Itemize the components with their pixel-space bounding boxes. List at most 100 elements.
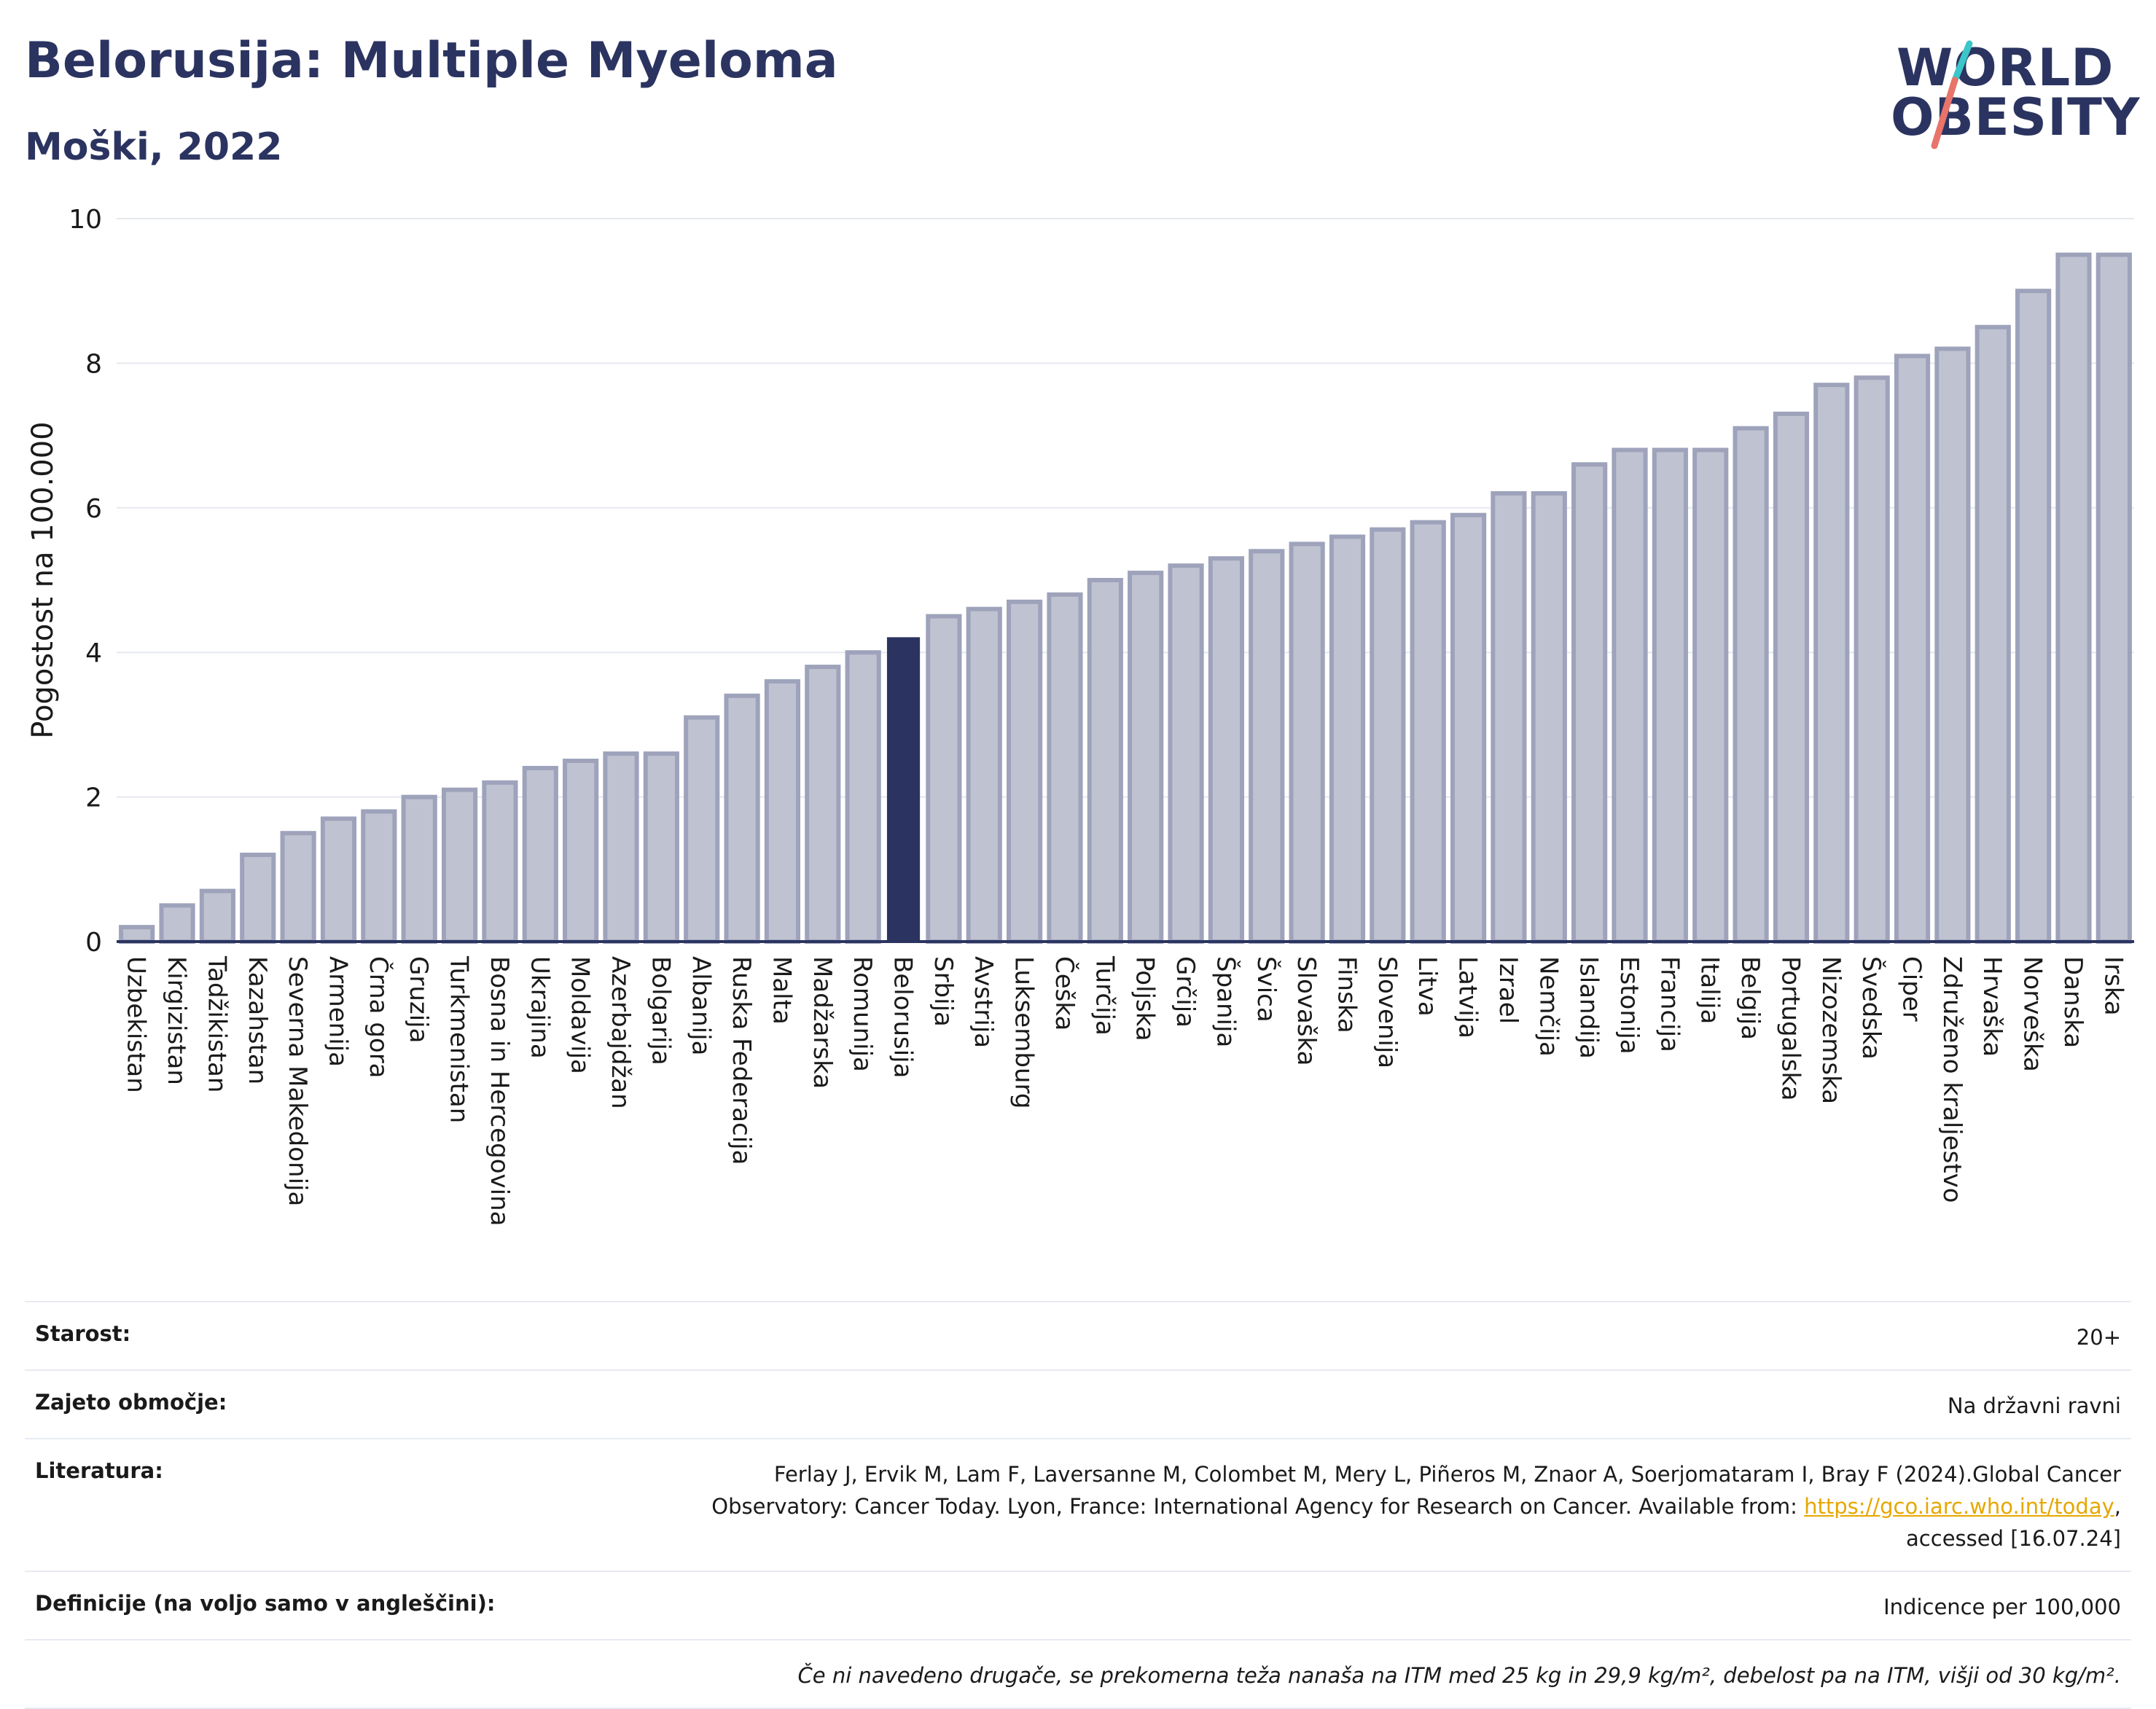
bar <box>199 888 235 944</box>
x-tick-label: Ruska Federacija <box>727 956 756 1165</box>
y-tick-label: 6 <box>85 494 102 524</box>
bar <box>603 751 639 945</box>
bar <box>1571 462 1608 944</box>
bar <box>1491 490 1527 944</box>
bar <box>1289 541 1325 944</box>
bar <box>522 765 558 944</box>
x-tick-label: Izrael <box>1493 956 1523 1024</box>
bar <box>1531 490 1567 944</box>
bar <box>1854 375 1890 944</box>
x-tick-label: Norveška <box>2018 956 2047 1072</box>
x-tick-label: Turčija <box>1090 955 1119 1036</box>
note-text: Če ni navedeno drugače, se prekomerna te… <box>797 1663 2121 1688</box>
area-value: Na državni ravni <box>1947 1393 2121 1418</box>
bar <box>926 614 962 944</box>
x-tick-label: Nemčija <box>1534 956 1563 1057</box>
y-tick-label: 0 <box>85 928 102 958</box>
bar <box>1208 556 1244 944</box>
bar <box>1249 549 1285 944</box>
bar <box>1934 346 1971 944</box>
x-tick-label: Finska <box>1332 956 1361 1033</box>
bar-highlight <box>886 637 921 942</box>
x-tick-label: Danska <box>2058 956 2087 1048</box>
bar <box>764 678 801 944</box>
x-tick-label: Srbija <box>929 956 958 1027</box>
x-tick-label: Španija <box>1211 956 1241 1047</box>
bar <box>1087 578 1123 944</box>
info-row-area: Zajeto območje: Na državni ravni <box>25 1369 2131 1438</box>
bar-chart: 0 2 4 6 8 10 Pogostost na 100.000 Uzbekistan Kir… <box>26 205 2134 1227</box>
x-tick-label: Ciper <box>1897 956 1926 1022</box>
bar <box>1975 324 2011 945</box>
bar <box>401 794 437 944</box>
x-tick-label: Litva <box>1413 956 1442 1017</box>
x-tick-label: Združeno kraljestvo <box>1937 956 1966 1203</box>
x-tick-label: Poljska <box>1130 956 1160 1041</box>
bar <box>1652 447 1688 944</box>
bar <box>441 787 478 944</box>
bar <box>1168 563 1204 944</box>
logo-word-2: OBESITY <box>1891 87 2141 147</box>
literature-text-1: Ferlay J, Ervik M, Lam F, Laversanne M, … <box>773 1462 2121 1487</box>
chart-subtitle: Moški, 2022 <box>25 125 283 169</box>
info-row-literature: Literatura: Ferlay J, Ervik M, Lam F, La… <box>25 1438 2131 1571</box>
x-tick-label: Moldavija <box>566 956 595 1074</box>
bar <box>482 780 518 945</box>
world-obesity-logo: WORLD OBESITY <box>1891 36 2140 160</box>
bar <box>724 693 760 944</box>
bar <box>2055 252 2092 945</box>
bar <box>643 751 679 945</box>
x-tick-label: Ukrajina <box>525 956 554 1059</box>
x-tick-label: Romunija <box>848 956 877 1072</box>
bar <box>2015 289 2052 944</box>
bar <box>1692 447 1729 944</box>
y-tick-label: 10 <box>69 205 102 235</box>
x-tick-label: Belorusija <box>888 956 918 1078</box>
x-tick-label: Belgija <box>1735 956 1765 1040</box>
x-tick-label: Gruzija <box>404 956 433 1043</box>
info-row-definitions: Definicije (na voljo samo v angleščini):… <box>25 1571 2131 1639</box>
x-tick-label: Armenija <box>323 956 352 1067</box>
bar <box>1410 520 1446 944</box>
x-tick-label: Nizozemska <box>1816 956 1846 1104</box>
literature-text-2: Observatory: Cancer Today. Lyon, France:… <box>711 1494 1805 1519</box>
logo-word-1: WORLD <box>1897 38 2114 98</box>
bar <box>1733 426 1769 944</box>
y-tick-label: 2 <box>85 783 102 813</box>
bar <box>1329 534 1366 945</box>
bar <box>119 925 155 944</box>
x-tick-label: Hrvaška <box>1977 956 2007 1057</box>
area-label: Zajeto območje: <box>35 1390 227 1415</box>
bar <box>684 715 720 944</box>
x-tick-label: Irska <box>2098 956 2128 1016</box>
bar <box>159 903 195 945</box>
bar <box>805 665 841 944</box>
x-tick-label: Latvija <box>1453 956 1483 1039</box>
literature-link[interactable]: https://gco.iarc.who.int/today <box>1804 1494 2114 1519</box>
bar <box>1450 512 1487 945</box>
definitions-label: Definicije (na voljo samo v angleščini): <box>35 1591 496 1616</box>
age-label: Starost: <box>35 1321 131 1346</box>
bar <box>1894 353 1931 945</box>
x-tick-label: Kazahstan <box>243 956 272 1084</box>
bar <box>320 816 357 944</box>
bar <box>1007 599 1043 944</box>
x-tick-label: Slovaška <box>1292 956 1321 1065</box>
info-row-age: Starost: 20+ <box>25 1301 2131 1369</box>
x-tick-label: Črna gora <box>364 956 394 1079</box>
x-tick-label: Švica <box>1251 956 1281 1022</box>
x-tick-label: Luksemburg <box>1009 956 1039 1108</box>
bar <box>280 831 316 945</box>
x-tick-label: Švedska <box>1856 956 1886 1060</box>
literature-value: Ferlay J, Ervik M, Lam F, Laversanne M, … <box>711 1458 2121 1554</box>
x-tick-label: Tadžikistan <box>202 955 231 1092</box>
x-tick-label: Albanija <box>687 956 716 1055</box>
x-tick-label: Avstrija <box>969 956 998 1048</box>
bar <box>1128 571 1164 945</box>
x-tick-label: Italija <box>1695 956 1725 1024</box>
literature-text-4: accessed [16.07.24] <box>1906 1526 2121 1551</box>
x-tick-label: Slovenija <box>1372 956 1402 1068</box>
literature-label: Literatura: <box>35 1458 163 1483</box>
bar <box>240 852 276 945</box>
x-tick-label: Bolgarija <box>646 956 675 1065</box>
